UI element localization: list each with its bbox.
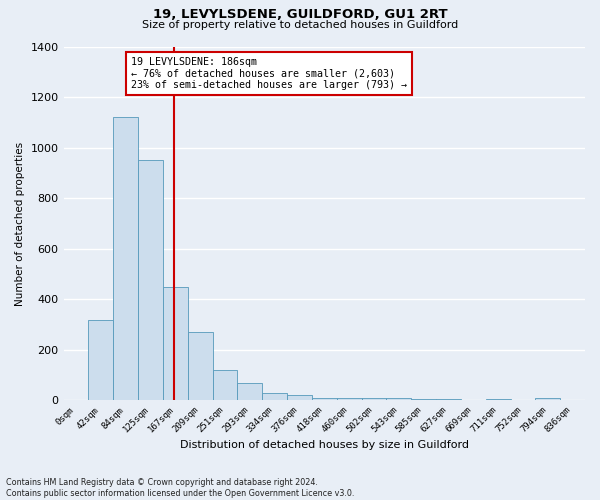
Bar bbox=[535, 398, 560, 400]
X-axis label: Distribution of detached houses by size in Guildford: Distribution of detached houses by size … bbox=[180, 440, 469, 450]
Text: 19 LEVYLSDENE: 186sqm
← 76% of detached houses are smaller (2,603)
23% of semi-d: 19 LEVYLSDENE: 186sqm ← 76% of detached … bbox=[131, 57, 407, 90]
Bar bbox=[337, 398, 362, 400]
Bar bbox=[362, 398, 386, 400]
Bar bbox=[312, 398, 337, 400]
Text: 19, LEVYLSDENE, GUILDFORD, GU1 2RT: 19, LEVYLSDENE, GUILDFORD, GU1 2RT bbox=[152, 8, 448, 20]
Y-axis label: Number of detached properties: Number of detached properties bbox=[15, 142, 25, 306]
Bar bbox=[88, 320, 113, 400]
Text: Size of property relative to detached houses in Guildford: Size of property relative to detached ho… bbox=[142, 20, 458, 30]
Bar bbox=[212, 370, 238, 400]
Bar bbox=[386, 398, 411, 400]
Bar bbox=[287, 396, 312, 400]
Bar bbox=[411, 399, 436, 400]
Text: Contains HM Land Registry data © Crown copyright and database right 2024.
Contai: Contains HM Land Registry data © Crown c… bbox=[6, 478, 355, 498]
Bar bbox=[188, 332, 212, 400]
Bar bbox=[485, 399, 511, 400]
Bar bbox=[163, 286, 188, 401]
Bar bbox=[138, 160, 163, 400]
Bar bbox=[238, 382, 262, 400]
Bar bbox=[262, 393, 287, 400]
Bar bbox=[113, 118, 138, 401]
Bar bbox=[436, 399, 461, 400]
